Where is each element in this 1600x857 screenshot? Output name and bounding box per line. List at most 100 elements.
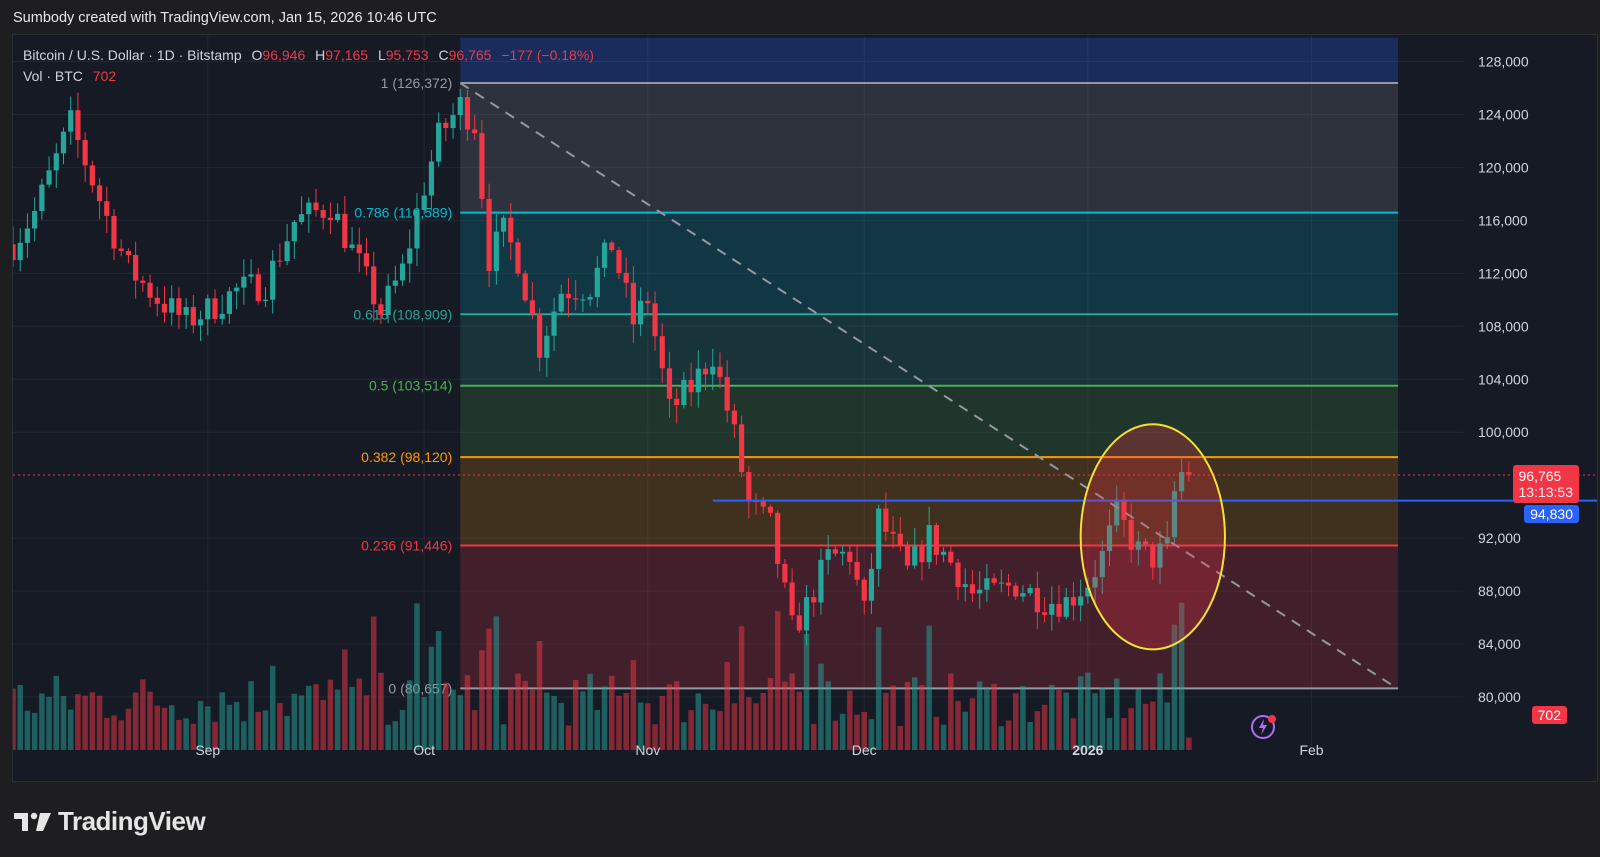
time-axis-label: Feb (1299, 742, 1323, 758)
candlestick-chart[interactable]: 1 (126,372) 0.786 (116,589) 0.618 (108,909… (13, 35, 1598, 782)
candle-body (746, 472, 752, 501)
volume-bar (695, 693, 702, 750)
candle-body (414, 209, 420, 249)
candle-body (919, 546, 925, 563)
volume-bar (1020, 686, 1026, 750)
candle-body (666, 368, 673, 399)
volume-bar (832, 720, 839, 750)
fib-level-label: 0.382 (98,120) (361, 449, 452, 465)
candle-body (262, 299, 269, 302)
volume-bar (940, 724, 947, 750)
candle-body (818, 559, 824, 603)
volume-bar (666, 684, 673, 750)
candle-body (890, 531, 896, 534)
candle-body (284, 241, 290, 262)
close-value: 96,765 (448, 47, 492, 63)
candle-body (782, 563, 788, 583)
fib-level-label: 0.5 (103,514) (369, 378, 452, 394)
volume-bar (558, 702, 564, 750)
volume-bar (688, 710, 694, 750)
candle-body (1128, 519, 1134, 550)
volume-bar (897, 725, 904, 750)
candle-body (962, 584, 968, 588)
fib-band (460, 83, 1399, 213)
volume-bar (933, 716, 940, 750)
candle-body (883, 508, 889, 532)
volume-bar (623, 692, 629, 750)
candle-body (68, 110, 74, 132)
candle-body (46, 170, 52, 185)
candle-body (854, 561, 860, 580)
candle-body (1150, 544, 1156, 568)
candle-body (335, 213, 341, 221)
volume-bar (875, 627, 882, 750)
volume-bar (147, 691, 153, 750)
candles (13, 88, 1192, 646)
change-value: −177 (−0.18%) (501, 47, 594, 63)
fibonacci-retracement: 1 (126,372) 0.786 (116,589) 0.618 (108,909… (353, 37, 1399, 696)
volume-bar (544, 692, 550, 750)
price-axis-label: 112,000 (1478, 265, 1528, 281)
price-axis-label: 124,000 (1478, 106, 1529, 122)
volume-bar (508, 688, 514, 750)
last-price-value: 96,765 (1518, 468, 1562, 485)
volume-bar (1142, 703, 1149, 750)
volume-bar (262, 710, 269, 750)
candle-body (205, 298, 211, 320)
grid-lines (13, 35, 1463, 750)
candle-body (169, 298, 175, 313)
volume-bar (219, 692, 225, 750)
time-axis-label: Nov (635, 742, 660, 758)
volume-bar (630, 660, 637, 750)
volume-bar (861, 711, 867, 750)
volume-bar (176, 719, 182, 750)
volume-bar (1164, 702, 1170, 750)
price-axis-label: 108,000 (1478, 318, 1529, 334)
candle-body (1179, 472, 1185, 492)
volume-bar (13, 688, 16, 750)
fib-level-label: 0 (80,657) (388, 680, 452, 696)
candle-body (212, 298, 218, 319)
candle-body (645, 300, 651, 304)
ai-assistant-icon[interactable] (1248, 712, 1278, 742)
volume-bar (717, 711, 723, 750)
high-value: 97,165 (325, 47, 369, 63)
volume-bar (370, 616, 377, 750)
candle-body (39, 184, 45, 212)
chart-area[interactable]: 1 (126,372) 0.786 (116,589) 0.618 (108,909… (12, 34, 1598, 782)
fib-band (460, 37, 1399, 84)
tradingview-logo[interactable]: TradingView (14, 806, 206, 837)
candle-body (695, 368, 701, 393)
price-axis-label: 104,000 (1478, 371, 1529, 387)
volume-bar (955, 700, 961, 750)
volume-bar (17, 684, 23, 750)
volume-bar (46, 696, 52, 750)
candle-body (652, 303, 658, 337)
candle-body (24, 228, 31, 243)
volume-bar (140, 679, 146, 750)
candle-body (82, 140, 88, 166)
time-axis-label: Sep (195, 742, 220, 758)
candle-body (313, 202, 319, 211)
volume-bar (580, 691, 586, 750)
candle-body (140, 280, 146, 283)
candle-body (630, 282, 636, 325)
volume-bar (500, 724, 507, 750)
volume-bar (1012, 693, 1019, 750)
candle-body (955, 562, 961, 588)
volume-bar (803, 633, 810, 750)
volume-bar (796, 691, 803, 750)
symbol-legend: Bitcoin / U.S. Dollar · 1D · Bitstamp O 9… (23, 45, 594, 87)
volume-bar (551, 695, 557, 750)
candle-body (291, 222, 297, 242)
candle-body (760, 500, 766, 507)
open-label: O (251, 47, 263, 63)
volume-label[interactable]: Vol · BTC (23, 68, 83, 84)
volume-bar (363, 695, 370, 750)
countdown-value: 13:13:53 (1518, 484, 1574, 501)
candle-body (1186, 472, 1192, 476)
symbol-title[interactable]: Bitcoin / U.S. Dollar · 1D · Bitstamp (23, 47, 242, 63)
volume-bar (948, 673, 954, 750)
volume-bar (825, 681, 831, 750)
volume-bar (616, 695, 622, 750)
